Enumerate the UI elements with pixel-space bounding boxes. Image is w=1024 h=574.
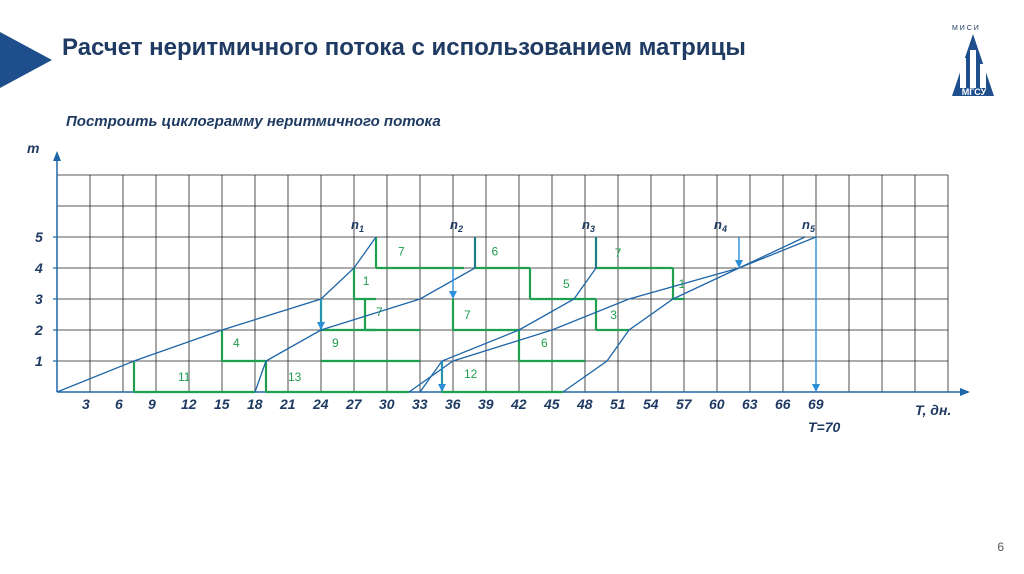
x-tick-label: 21 bbox=[279, 396, 296, 412]
y-tick-label: 4 bbox=[34, 260, 43, 276]
logo-text: МГСУ bbox=[961, 87, 987, 97]
x-tick-label: 18 bbox=[247, 396, 263, 412]
work-duration-label: 9 bbox=[332, 336, 339, 350]
x-tick-label: 36 bbox=[445, 396, 461, 412]
page-number: 6 bbox=[997, 540, 1004, 554]
flow-label: n4 bbox=[714, 217, 727, 234]
x-tick-label: 66 bbox=[775, 396, 791, 412]
work-duration-label: 12 bbox=[464, 367, 478, 381]
flow-label: n5 bbox=[802, 217, 816, 234]
y-tick-label: 1 bbox=[35, 353, 43, 369]
x-tick-label: 48 bbox=[576, 396, 593, 412]
down-arrow-head bbox=[449, 291, 457, 299]
y-tick-label: 5 bbox=[35, 229, 43, 245]
x-tick-label: 30 bbox=[379, 396, 395, 412]
x-tick-label: 9 bbox=[148, 396, 156, 412]
x-tick-label: 69 bbox=[808, 396, 824, 412]
work-duration-label: 6 bbox=[492, 245, 499, 259]
x-tick-label: 51 bbox=[610, 396, 626, 412]
x-tick-label: 39 bbox=[478, 396, 494, 412]
down-arrow-head bbox=[812, 384, 820, 392]
x-tick-label: 57 bbox=[676, 396, 693, 412]
y-tick-label: 3 bbox=[35, 291, 43, 307]
x-tick-label: 27 bbox=[345, 396, 363, 412]
flow-label: n1 bbox=[351, 217, 364, 234]
work-duration-label: 5 bbox=[563, 277, 570, 291]
down-arrow-head bbox=[317, 322, 325, 330]
flow-label: n3 bbox=[582, 217, 595, 234]
work-duration-label: 7 bbox=[376, 305, 383, 319]
x-tick-label: 15 bbox=[214, 396, 230, 412]
x-tick-label: 42 bbox=[510, 396, 527, 412]
x-axis-label: T, дн. bbox=[915, 402, 951, 418]
x-tick-label: 63 bbox=[742, 396, 758, 412]
logo-top-letters: М И С И bbox=[952, 25, 979, 32]
down-arrow-head bbox=[438, 384, 446, 392]
x-tick-label: 45 bbox=[543, 396, 560, 412]
work-duration-label: 6 bbox=[541, 336, 548, 350]
work-duration-label: 4 bbox=[233, 336, 240, 350]
work-duration-label: 11 bbox=[178, 370, 191, 384]
mgsu-logo: М И С И bbox=[952, 25, 994, 96]
x-tick-label: 6 bbox=[115, 396, 123, 412]
y-axis-label: m bbox=[27, 140, 39, 156]
x-tick-label: 60 bbox=[709, 396, 725, 412]
work-duration-label: 3 bbox=[610, 308, 617, 322]
page-title: Расчет неритмичного потока с использован… bbox=[62, 34, 746, 61]
x-tick-label: 24 bbox=[312, 396, 329, 412]
flow-label: n2 bbox=[450, 217, 463, 234]
work-duration-label: 13 bbox=[288, 370, 302, 384]
work-duration-label: 7 bbox=[615, 246, 622, 260]
flow-line bbox=[254, 237, 476, 393]
x-tick-label: 33 bbox=[412, 396, 428, 412]
flow-line bbox=[56, 236, 377, 393]
flow-line bbox=[562, 236, 817, 393]
x-tick-label: 3 bbox=[82, 396, 90, 412]
total-duration-label: T=70 bbox=[808, 419, 841, 435]
flow-line bbox=[419, 237, 597, 393]
work-duration-label: 7 bbox=[398, 245, 405, 259]
work-duration-label: 1 bbox=[363, 274, 370, 288]
work-duration-label: 1 bbox=[679, 277, 686, 291]
y-axis-arrowhead bbox=[53, 151, 61, 161]
x-tick-label: 54 bbox=[643, 396, 659, 412]
y-tick-label: 2 bbox=[34, 322, 43, 338]
work-duration-label: 7 bbox=[464, 308, 471, 322]
chart-subtitle: Построить циклограмму неритмичного поток… bbox=[66, 113, 441, 130]
flow-line bbox=[408, 236, 806, 393]
down-arrow-head bbox=[735, 260, 743, 268]
x-axis-arrowhead bbox=[960, 388, 970, 396]
corner-triangle-decoration bbox=[0, 32, 52, 88]
x-tick-label: 12 bbox=[181, 396, 197, 412]
